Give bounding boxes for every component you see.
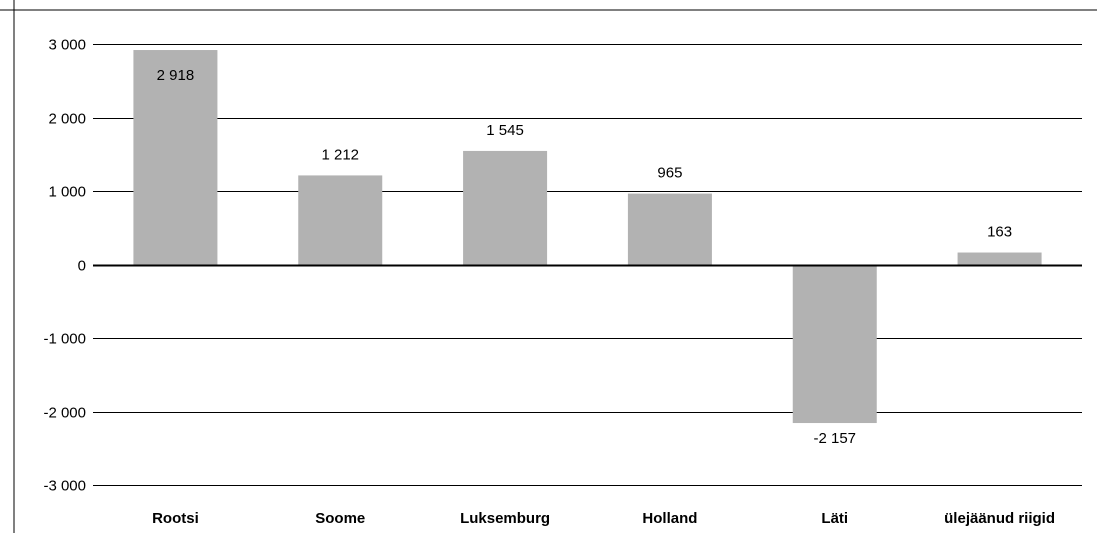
category-label: Holland [642,510,697,527]
y-tick-label: 1 000 [48,184,86,201]
data-label: 1 212 [321,146,359,163]
data-label: 1 545 [486,122,524,139]
y-tick-label: 3 000 [48,37,86,54]
y-tick-label: -2 000 [43,405,86,422]
gridlines [93,44,1082,486]
bar [133,50,218,265]
bar [957,252,1042,265]
bar [627,193,712,265]
bar [298,175,383,265]
y-tick-label: 2 000 [48,111,86,128]
category-label: Soome [315,510,365,527]
bar [792,264,877,424]
y-tick-label: 0 [78,258,86,275]
category-label: Läti [821,510,848,527]
data-label: 163 [987,224,1012,241]
data-labels: 2 918 1 212 1 545 965 -2 157 163 [157,67,1012,447]
bars [133,50,1042,424]
y-tick-labels: 3 000 2 000 1 000 0 -1 000 -2 000 -3 000 [43,37,86,495]
category-label: Rootsi [152,510,199,527]
data-label: 2 918 [157,67,195,84]
data-label: 965 [657,165,682,182]
y-tick-label: -3 000 [43,478,86,495]
y-tick-label: -1 000 [43,331,86,348]
category-label: ülejäänud riigid [944,510,1055,527]
data-label: -2 157 [813,430,856,447]
bar [463,150,548,265]
category-label: Luksemburg [460,510,550,527]
category-labels: Rootsi Soome Luksemburg Holland Läti ülejäänu… [152,510,1055,527]
